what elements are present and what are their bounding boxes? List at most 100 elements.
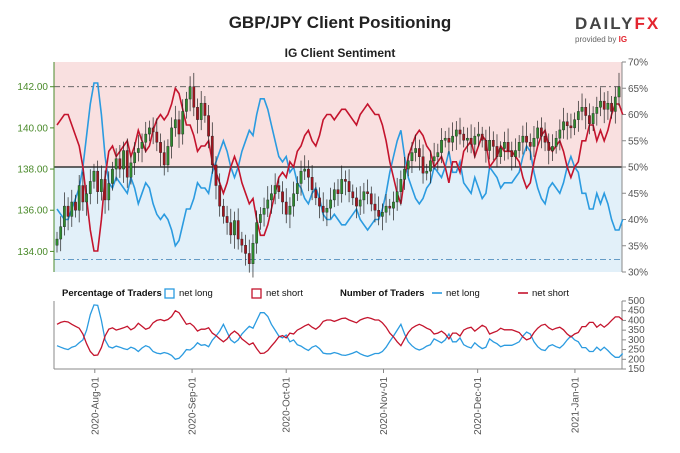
candle-body bbox=[554, 137, 558, 147]
candle-body bbox=[188, 86, 192, 100]
candle-body bbox=[506, 142, 510, 151]
logo-provided: provided by bbox=[575, 35, 617, 44]
net-short-pct-line bbox=[56, 86, 624, 252]
candle-body bbox=[532, 137, 536, 147]
candle-body bbox=[466, 137, 469, 141]
candle-body bbox=[155, 131, 159, 143]
candle-body bbox=[417, 148, 421, 157]
traders-bg bbox=[54, 301, 622, 369]
candle-body bbox=[129, 162, 133, 178]
candle-body bbox=[484, 140, 488, 151]
price-tick-label: 140.00 bbox=[17, 123, 48, 134]
candle-body bbox=[148, 127, 151, 135]
candle-body bbox=[565, 121, 569, 127]
candle-body bbox=[606, 102, 610, 110]
legend-pct-title: Percentage of Traders bbox=[62, 288, 162, 299]
candle-body bbox=[462, 133, 466, 141]
candle-body bbox=[262, 207, 266, 215]
candle-body bbox=[425, 170, 429, 174]
candle-body bbox=[562, 121, 565, 131]
date-tick-label: 2021-Jan-01 bbox=[570, 377, 581, 434]
candle-body bbox=[140, 142, 144, 149]
candle-body bbox=[573, 119, 576, 129]
candle-body bbox=[499, 148, 503, 157]
candle-body bbox=[602, 100, 606, 110]
candle-body bbox=[473, 135, 477, 145]
candle-body bbox=[558, 129, 562, 139]
candle-body bbox=[203, 102, 207, 116]
legend-net-short: net short bbox=[266, 288, 303, 299]
candle-body bbox=[292, 193, 295, 207]
date-axis: 2020-Aug-01 2020-Sep-01 2020-Oct-01 2020-No… bbox=[90, 369, 581, 435]
candle-body bbox=[251, 242, 255, 264]
candle-body bbox=[510, 150, 514, 157]
candle-body bbox=[495, 146, 499, 157]
candle-body bbox=[569, 125, 573, 129]
candle-body bbox=[454, 129, 458, 137]
candle-body bbox=[613, 96, 617, 112]
pct-tick-label: 40% bbox=[628, 215, 648, 226]
candle-body bbox=[173, 119, 177, 129]
date-tick-label: 2020-Dec-01 bbox=[473, 377, 484, 435]
candle-body bbox=[344, 179, 347, 182]
candle-body bbox=[225, 216, 229, 223]
candle-body bbox=[521, 135, 525, 143]
candle-body bbox=[207, 115, 210, 137]
candle-body bbox=[369, 193, 373, 205]
candle-body bbox=[314, 189, 318, 199]
candle-body bbox=[517, 142, 521, 151]
candle-body bbox=[373, 203, 377, 211]
candle-body bbox=[340, 179, 344, 194]
candle-body bbox=[136, 148, 140, 153]
traders-tick-label: 400 bbox=[628, 315, 645, 326]
candle-body bbox=[617, 86, 621, 98]
candle-body bbox=[122, 150, 125, 170]
candle-body bbox=[111, 168, 114, 184]
logo-brand-a: DAILY bbox=[575, 14, 635, 33]
candle-body bbox=[576, 111, 580, 120]
candle-body bbox=[77, 185, 81, 211]
candle-body bbox=[177, 119, 181, 135]
candle-body bbox=[469, 137, 473, 145]
net-long-traders-line bbox=[56, 304, 624, 361]
candle-body bbox=[414, 148, 417, 153]
candle-body bbox=[74, 201, 77, 211]
candle-body bbox=[81, 185, 85, 203]
candle-body bbox=[525, 135, 528, 143]
candle-body bbox=[88, 181, 92, 194]
candle-body bbox=[214, 164, 218, 186]
traders-tick-label: 300 bbox=[628, 335, 645, 346]
candle-body bbox=[595, 107, 599, 114]
candle-body bbox=[92, 170, 96, 182]
candle-body bbox=[536, 127, 540, 139]
chart-title: GBP/JPY Client Positioning bbox=[228, 13, 452, 32]
candle-body bbox=[332, 189, 336, 201]
logo-ig: IG bbox=[618, 35, 628, 44]
candle-body bbox=[229, 222, 233, 236]
candle-body bbox=[166, 146, 170, 166]
candle-body bbox=[491, 140, 495, 147]
candle-body bbox=[480, 133, 484, 141]
candle-body bbox=[125, 150, 129, 178]
candle-body bbox=[63, 205, 66, 227]
candle-body bbox=[273, 185, 277, 194]
candle-body bbox=[447, 137, 451, 143]
candle-body bbox=[55, 238, 59, 246]
candle-body bbox=[540, 127, 543, 137]
candle-body bbox=[580, 107, 584, 112]
candle-body bbox=[591, 113, 595, 124]
candle-body bbox=[588, 115, 591, 124]
candle-body bbox=[210, 135, 214, 166]
candle-body bbox=[366, 191, 369, 194]
candle-body bbox=[159, 142, 162, 153]
candle-body bbox=[244, 245, 247, 254]
candle-body bbox=[395, 191, 399, 203]
candle-body bbox=[118, 158, 122, 170]
candle-body bbox=[218, 185, 222, 207]
pct-tick-label: 60% bbox=[628, 110, 648, 121]
pct-tick-label: 50% bbox=[628, 163, 648, 174]
date-tick-label: 2020-Nov-01 bbox=[379, 377, 390, 435]
candle-body bbox=[233, 220, 236, 236]
legend-net-long-2: net long bbox=[446, 288, 480, 299]
chart-subtitle: IG Client Sentiment bbox=[284, 46, 396, 60]
